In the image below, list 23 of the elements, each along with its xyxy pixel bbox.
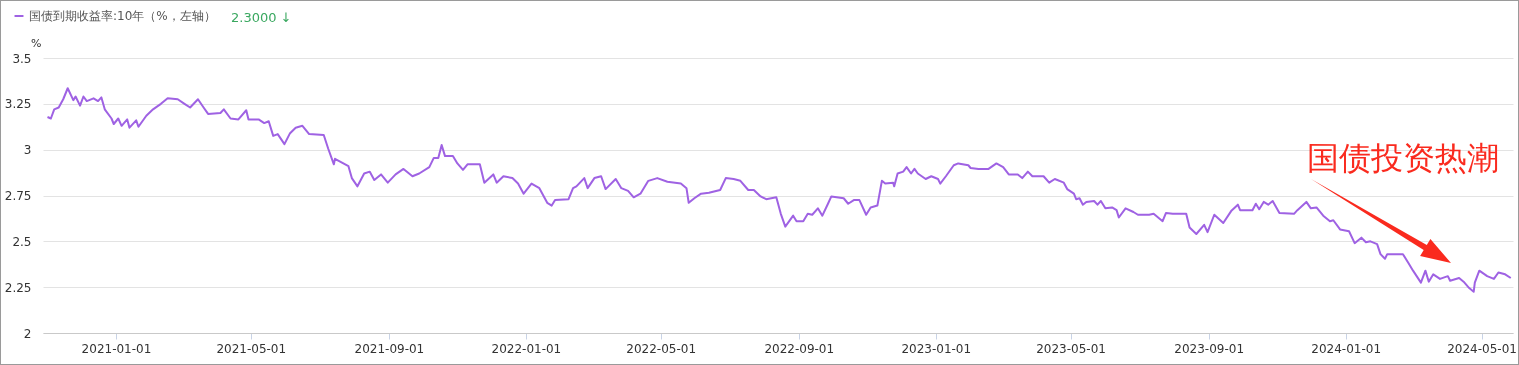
y-tick-label: 2.75 — [4, 189, 32, 203]
x-tick-label: 2022-01-01 — [491, 341, 562, 356]
y-tick-label: 3 — [23, 143, 32, 158]
text: 2.3000 ↓ — [231, 10, 292, 25]
y-tick-label: 2 — [23, 326, 32, 341]
x-tick-label: 2023-05-01 — [1036, 341, 1106, 356]
y-axis-title: % — [31, 36, 42, 50]
line-series — [46, 87, 1512, 293]
x-tick-label: 2021-01-01 — [81, 341, 152, 356]
y-tick-label: 3.5 — [12, 51, 32, 66]
x-tick-label: 2022-05-01 — [626, 341, 697, 356]
x-tick-label: 2023-09-01 — [1174, 341, 1245, 356]
y-tick-label: 3.25 — [4, 97, 32, 112]
annotation: 国债投资热潮 — [1307, 139, 1499, 177]
x-tick-label: 2024-05-01 — [1447, 341, 1517, 356]
x-tick-label: 2021-09-01 — [354, 341, 425, 356]
x-tick-label: 2024-01-01 — [1311, 341, 1382, 356]
y-tick-label: 2.5 — [12, 234, 32, 249]
y-tick-label: 2.25 — [4, 280, 32, 295]
x-tick-label: 2023-01-01 — [901, 341, 972, 356]
x-tick-label: 2021-05-01 — [216, 341, 287, 356]
x-tick-label: 2022-09-01 — [764, 341, 835, 356]
legend-label: 国债到期收益率:10年（%，左轴） — [29, 9, 216, 23]
